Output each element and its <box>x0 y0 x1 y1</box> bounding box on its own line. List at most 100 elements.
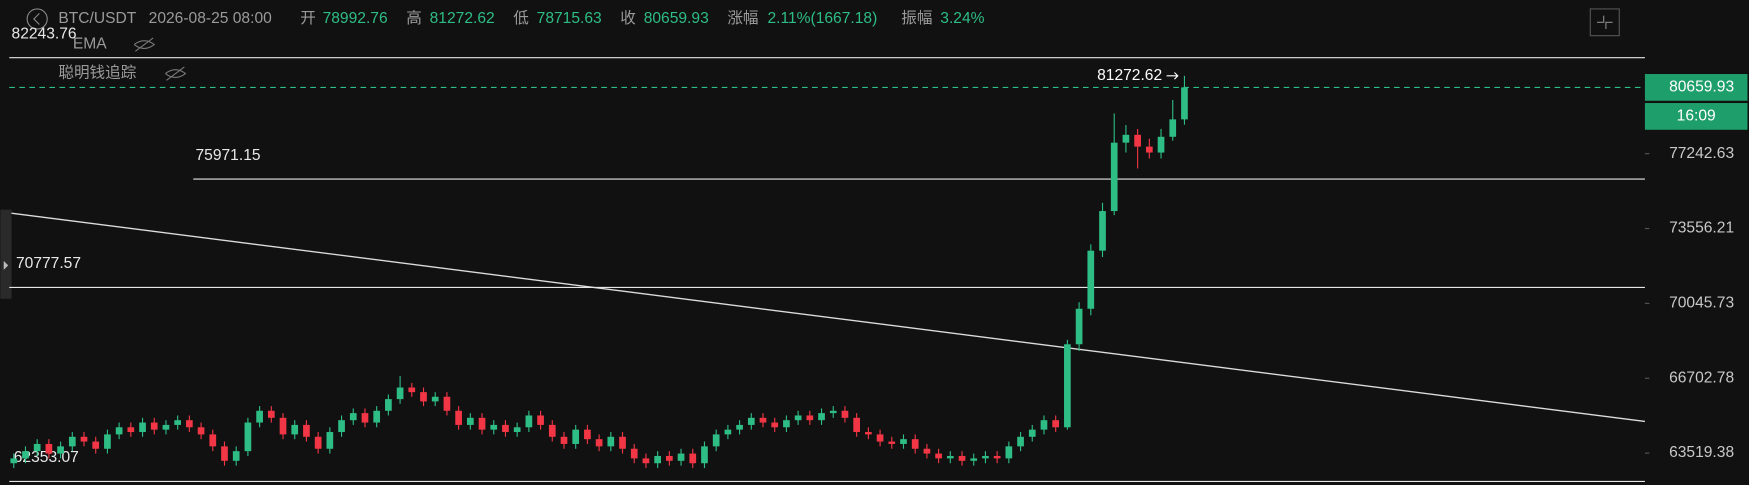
candle-body <box>513 427 521 433</box>
symbol-icon[interactable] <box>26 8 48 30</box>
candle-body <box>455 410 462 425</box>
candle-body <box>666 455 673 461</box>
candle-body <box>314 436 322 449</box>
price-level-label: 70777.57 <box>16 255 81 272</box>
candle-body <box>186 420 193 428</box>
candle-body <box>1181 87 1188 120</box>
stat-label: 高 <box>406 9 422 27</box>
stat-value: 3.24% <box>940 10 984 27</box>
high-marker: 81272.62 <box>1097 67 1162 84</box>
candle-body <box>490 424 498 430</box>
candle-body <box>1099 211 1106 251</box>
candle-body <box>560 436 568 444</box>
candle-body <box>174 420 182 425</box>
candle-body <box>431 396 439 402</box>
candle-body <box>139 422 146 433</box>
candle-body <box>853 417 861 433</box>
candle-body <box>385 399 392 411</box>
candle-body <box>923 448 931 454</box>
side-tab[interactable] <box>0 209 12 299</box>
hide-icon[interactable] <box>165 66 187 81</box>
candle-body <box>373 410 381 423</box>
candle-body <box>197 427 205 435</box>
candle-body <box>104 434 111 449</box>
candle-body <box>1017 436 1024 447</box>
candle-body <box>466 417 474 425</box>
y-tick-label: 77242.63 <box>1669 145 1734 162</box>
candle-body <box>326 432 334 449</box>
candle-body <box>525 415 533 428</box>
candle-body <box>1122 134 1130 143</box>
candle-body <box>970 458 978 461</box>
candle-body <box>1064 344 1071 428</box>
candle-body <box>712 434 720 447</box>
candle-body <box>619 436 626 449</box>
candle-body <box>701 446 708 464</box>
stat-value: 81272.62 <box>430 10 495 27</box>
candle-body <box>45 443 53 454</box>
high-marker-arrow <box>1166 72 1179 80</box>
stat-label: 振幅 <box>901 9 932 27</box>
candle-body <box>654 455 661 464</box>
candle-body <box>420 392 427 402</box>
candle-body <box>876 434 884 442</box>
candle-body <box>256 410 263 423</box>
candle-body <box>502 424 509 433</box>
y-tick-label: 73556.21 <box>1669 220 1734 237</box>
stat-label: 涨幅 <box>727 9 758 27</box>
candle-body <box>1169 119 1177 137</box>
candle-body <box>771 422 779 428</box>
candle-body <box>443 396 451 411</box>
stat-label: 收 <box>620 9 636 27</box>
candle-body <box>993 455 1001 459</box>
candle-body <box>1157 136 1165 153</box>
candle-body <box>1075 308 1083 345</box>
layout-icon <box>1596 15 1613 29</box>
candle-body <box>1134 134 1141 147</box>
candle-body <box>303 424 310 437</box>
price-level-label: 82243.76 <box>12 25 77 42</box>
time: 2026-08-25 08:00 <box>149 10 272 27</box>
indicator: EMA <box>73 36 107 53</box>
y-tick-label: 70045.73 <box>1669 295 1734 312</box>
candle-body <box>724 429 732 435</box>
candle-body <box>900 439 907 444</box>
candle-body <box>1040 420 1048 430</box>
candle-body <box>92 441 100 449</box>
stat-value: 78715.63 <box>537 10 602 27</box>
candle-body <box>689 453 697 464</box>
candle-body <box>888 441 896 444</box>
candle-body <box>747 417 755 425</box>
plot: 82243.7675971.1570777.5762353.0777242.63… <box>9 25 1748 483</box>
candle-body <box>1052 420 1060 428</box>
candle-body <box>642 458 650 464</box>
candle-body <box>80 436 88 442</box>
candle-body <box>150 422 158 430</box>
candle-body <box>584 429 591 440</box>
hide-icon[interactable] <box>133 37 156 52</box>
candle-body <box>935 453 942 459</box>
side-tab-arrow <box>3 260 9 270</box>
last-price: 80659.93 <box>1669 79 1734 96</box>
candle-body <box>408 387 416 393</box>
candle-body <box>537 415 544 425</box>
header-stats: 开 78992.76 高 81272.62 低 78715.63 收 80659.93 涨幅 2.… <box>300 9 984 27</box>
candle-body <box>396 387 404 400</box>
symbol: BTC/USDT <box>58 10 136 27</box>
candle-body <box>548 424 556 437</box>
candle-body <box>33 443 41 452</box>
countdown: 16:09 <box>1677 108 1716 125</box>
candle-body <box>1145 146 1153 153</box>
candle-body <box>736 424 743 430</box>
candle-body <box>841 410 849 418</box>
layout-button[interactable] <box>1589 8 1620 37</box>
candle-body <box>794 415 802 421</box>
price-level-label: 75971.15 <box>196 147 261 164</box>
candle-body <box>958 455 966 461</box>
trend-line <box>9 212 1646 423</box>
candle-body <box>127 427 135 433</box>
candle-body <box>232 451 240 461</box>
candle-body <box>1028 429 1036 437</box>
candle-body <box>595 439 603 447</box>
